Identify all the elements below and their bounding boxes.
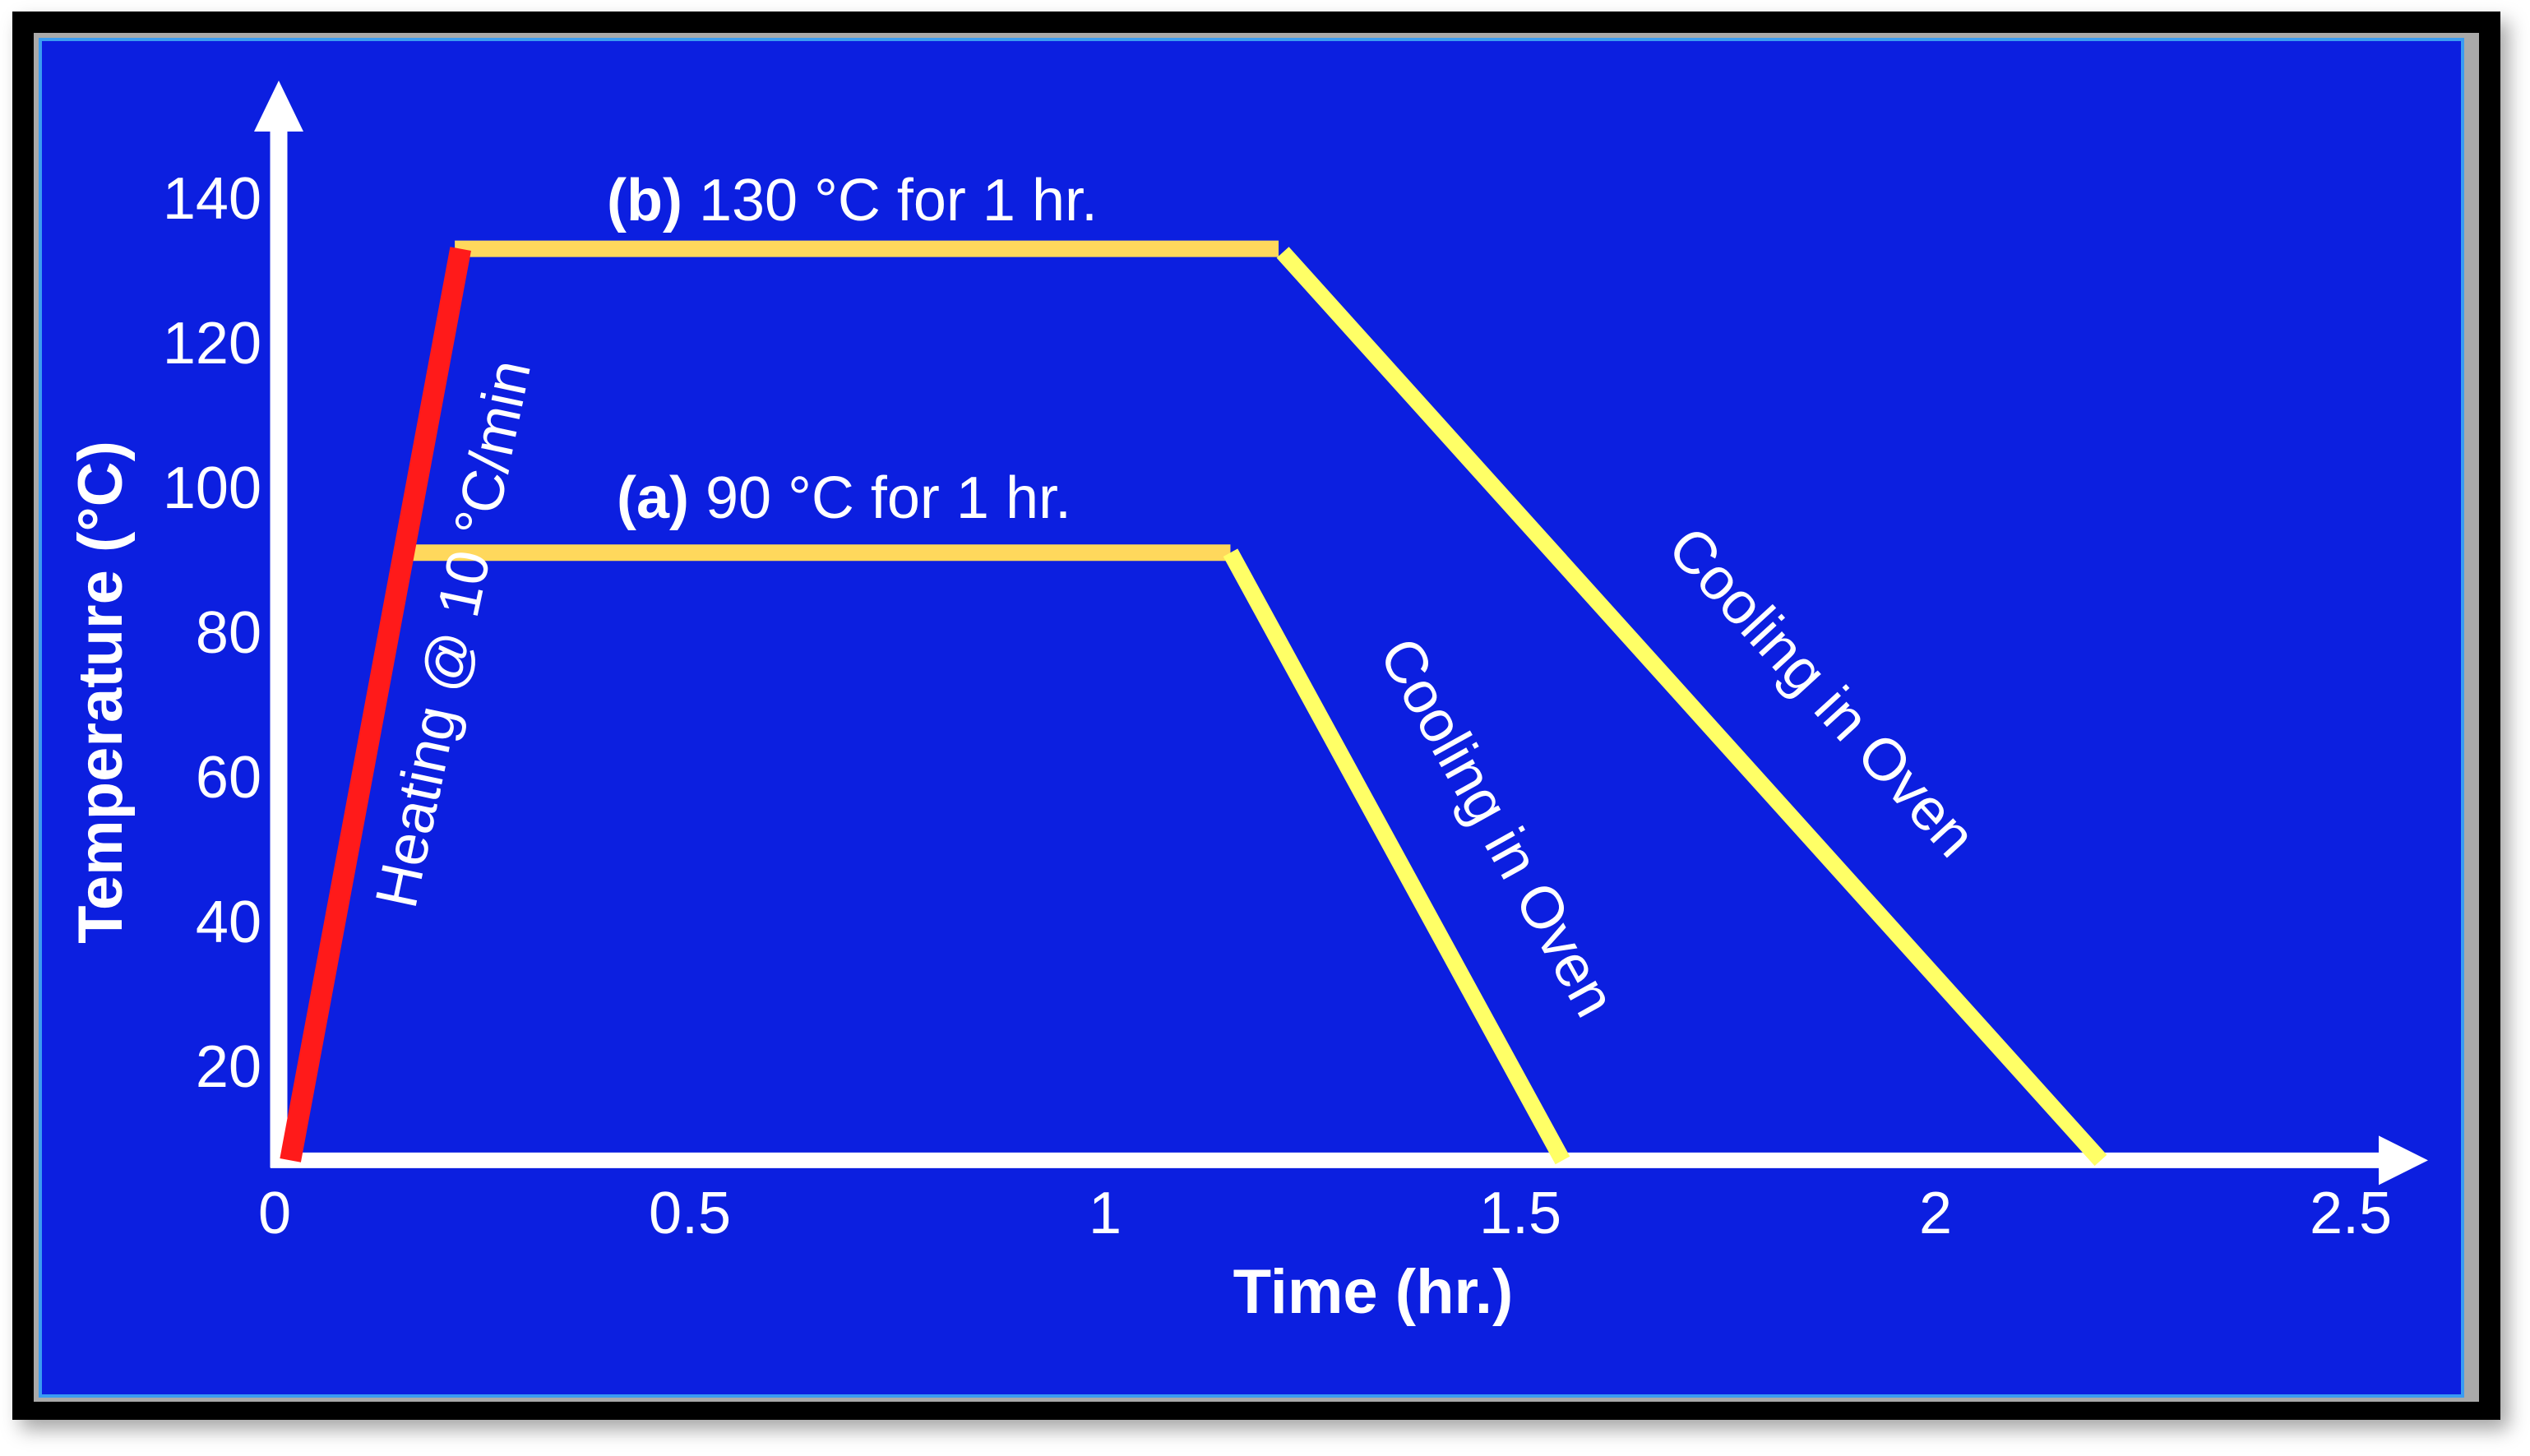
x-axis-title: Time (hr.) xyxy=(1233,1257,1514,1327)
hold-b-label-bold: (b) xyxy=(607,168,682,233)
x-tick-label: 2 xyxy=(1919,1181,1952,1246)
heating-line xyxy=(280,247,471,1162)
x-tick-labels: 0 0.5 1 1.5 2 2.5 xyxy=(258,1181,2392,1246)
cooling-line xyxy=(1276,247,2107,1167)
y-tick-label: 20 xyxy=(196,1034,261,1100)
hold-b-label: (b) 130 °C for 1 hr. xyxy=(607,168,1098,233)
hold-a-label-bold: (a) xyxy=(617,465,689,531)
y-tick-label: 80 xyxy=(196,600,261,666)
y-axis-title: Temperature (°C) xyxy=(66,441,136,944)
x-tick-label: 2.5 xyxy=(2310,1181,2392,1246)
x-tick-label: 0.5 xyxy=(649,1181,731,1246)
hold-a-label-text: 90 °C for 1 hr. xyxy=(689,465,1071,531)
hold-b-label-text: 130 °C for 1 hr. xyxy=(682,168,1098,233)
plot-background xyxy=(39,38,2464,1398)
cooling-line xyxy=(1223,548,1570,1165)
y-tick-label: 100 xyxy=(163,455,261,521)
cooling-a-label: Cooling in Oven xyxy=(1367,627,1628,1028)
series-lines xyxy=(280,240,2107,1167)
x-tick-label: 0 xyxy=(258,1181,291,1246)
y-tick-label: 120 xyxy=(163,311,261,377)
x-tick-label: 1.5 xyxy=(1479,1181,1561,1246)
y-tick-label: 60 xyxy=(196,745,261,811)
y-axis-arrow-icon xyxy=(254,81,303,132)
y-tick-label: 40 xyxy=(196,890,261,955)
y-tick-labels: 140 120 100 80 60 40 20 xyxy=(163,166,261,1100)
y-tick-label: 140 xyxy=(163,166,261,232)
axes xyxy=(254,81,2428,1186)
hold-a-label: (a) 90 °C for 1 hr. xyxy=(617,465,1071,531)
x-axis-arrow-icon xyxy=(2379,1135,2428,1186)
cooling-b-label: Cooling in Oven xyxy=(1655,515,1988,870)
x-tick-label: 1 xyxy=(1089,1181,1122,1246)
